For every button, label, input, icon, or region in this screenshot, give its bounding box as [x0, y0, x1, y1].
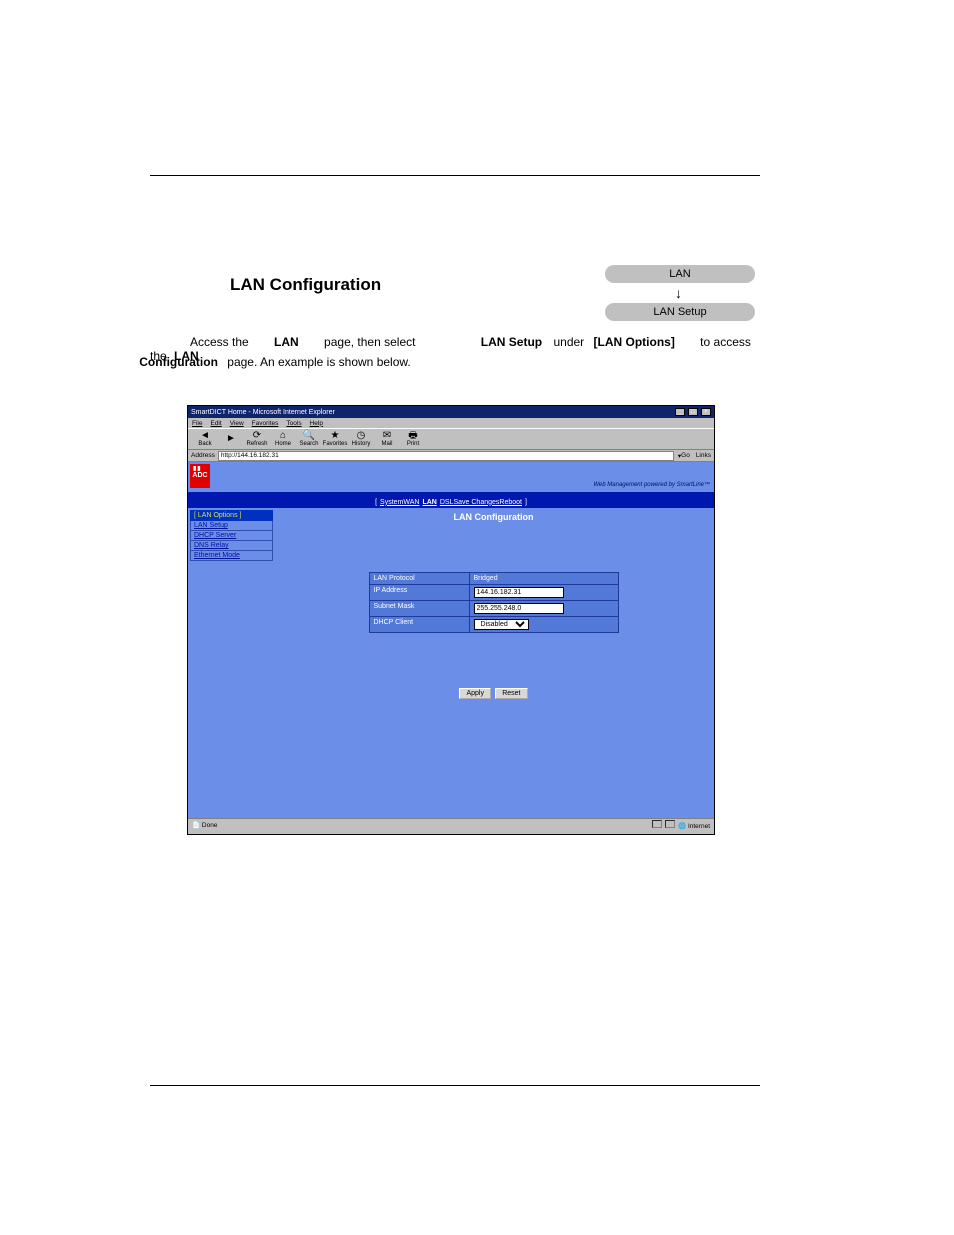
tool-refresh[interactable]: ⟳Refresh [244, 431, 270, 447]
tool-back[interactable]: ◄Back [192, 431, 218, 447]
address-label: Address [191, 452, 215, 459]
main-area: [ LAN Options ] LAN Setup DHCP Server DN… [188, 508, 714, 818]
bracket-left: [ [375, 499, 377, 506]
tool-history[interactable]: ◷History [348, 431, 374, 447]
status-left: 📄 Done [192, 821, 217, 829]
window-title: SmartDICT Home - Microsoft Internet Expl… [191, 409, 335, 416]
menu-favorites[interactable]: Favorites [252, 420, 279, 427]
document-page: LAN Configuration LAN ↓ LAN Setup Access… [0, 0, 954, 1235]
rule-bottom [150, 1085, 760, 1086]
tab-wan[interactable]: WAN [403, 499, 419, 506]
address-bar: Address ▾ Go Links [188, 450, 714, 462]
tab-lan[interactable]: LAN [422, 499, 436, 506]
nav-pill-lan-setup: LAN Setup [605, 303, 755, 321]
tool-mail[interactable]: ✉Mail [374, 431, 400, 447]
toolbar: ◄Back ► ⟳Refresh ⌂Home 🔍Search ★Favorite… [188, 428, 714, 450]
apply-button[interactable]: Apply [459, 688, 491, 699]
tool-favorites[interactable]: ★Favorites [322, 431, 348, 447]
desc-bold-lanoptions: [LAN Options] [594, 335, 675, 349]
embedded-screenshot: SmartDICT Home - Microsoft Internet Expl… [187, 405, 715, 835]
menu-edit[interactable]: Edit [210, 420, 221, 427]
tool-home[interactable]: ⌂Home [270, 431, 296, 447]
label-subnet-mask: Subnet Mask [370, 601, 470, 616]
form-row-subnet-mask: Subnet Mask [370, 601, 618, 617]
label-ip-address: IP Address [370, 585, 470, 600]
rule-top [150, 175, 760, 176]
maximize-icon[interactable]: □ [688, 408, 698, 416]
home-icon: ⌂ [270, 431, 296, 441]
minimize-icon[interactable]: _ [675, 408, 685, 416]
sidebar-item-dhcp-server[interactable]: DHCP Server [190, 531, 273, 541]
desc-tail: page. An example is shown below. [227, 355, 410, 369]
back-icon: ◄ [192, 431, 218, 441]
top-nav-tabs: [ System WAN LAN DSL Save Changes Reboot… [188, 496, 714, 508]
tab-system[interactable]: System [380, 499, 403, 506]
menu-view[interactable]: View [230, 420, 244, 427]
window-titlebar: SmartDICT Home - Microsoft Internet Expl… [188, 406, 714, 418]
desc-bold-lan: LAN [274, 335, 299, 349]
status-bar: 📄 Done 🌐 Internet [188, 818, 714, 830]
menu-file[interactable]: File [192, 420, 202, 427]
address-input[interactable] [218, 451, 674, 461]
close-icon[interactable]: × [701, 408, 711, 416]
sidebar-item-lan-setup[interactable]: LAN Setup [190, 521, 273, 531]
status-box-2 [665, 820, 675, 828]
value-lan-protocol: Bridged [470, 573, 618, 584]
input-subnet-mask[interactable] [474, 603, 564, 614]
heading-row: LAN Configuration LAN ↓ LAN Setup [150, 265, 760, 325]
tool-search[interactable]: 🔍Search [296, 431, 322, 447]
form-row-ip-address: IP Address [370, 585, 618, 601]
status-box-1 [652, 820, 662, 828]
tab-save-changes[interactable]: Save Changes [453, 499, 499, 506]
lan-config-form: LAN Protocol Bridged IP Address Subnet M… [369, 572, 619, 633]
nav-pill-lan: LAN [605, 265, 755, 283]
menu-help[interactable]: Help [310, 420, 323, 427]
status-zone: 🌐 Internet [678, 823, 710, 830]
tab-reboot[interactable]: Reboot [499, 499, 522, 506]
section-title: LAN Configuration [230, 275, 381, 295]
form-row-dhcp-client: DHCP Client Disabled [370, 617, 618, 632]
status-right: 🌐 Internet [652, 820, 710, 830]
sidebar: [ LAN Options ] LAN Setup DHCP Server DN… [188, 508, 273, 818]
content-center: LAN Configuration LAN Protocol Bridged I… [273, 508, 714, 818]
links-label[interactable]: Links [696, 452, 711, 459]
form-buttons: Apply Reset [273, 688, 714, 699]
sidebar-header: [ LAN Options ] [190, 510, 273, 521]
adc-logo: ADC [190, 464, 210, 488]
page-header-band: ADC Web Management powered by SmartLine™ [188, 462, 714, 496]
reset-button[interactable]: Reset [495, 688, 527, 699]
window-controls: _ □ × [674, 408, 711, 416]
arrow-down-icon: ↓ [675, 285, 685, 301]
tab-dsl[interactable]: DSL [440, 499, 454, 506]
label-lan-protocol: LAN Protocol [370, 573, 470, 584]
desc-mid1: page, then select [324, 335, 419, 349]
desc-prefix: Access the [190, 335, 252, 349]
sidebar-item-dns-relay[interactable]: DNS Relay [190, 541, 273, 551]
input-ip-address[interactable] [474, 587, 564, 598]
tool-forward[interactable]: ► [218, 434, 244, 444]
form-row-lan-protocol: LAN Protocol Bridged [370, 573, 618, 585]
globe-icon: 🌐 [678, 823, 686, 830]
favorites-icon: ★ [322, 431, 348, 441]
history-icon: ◷ [348, 431, 374, 441]
page-title: LAN Configuration [273, 512, 714, 522]
refresh-icon: ⟳ [244, 431, 270, 441]
search-icon: 🔍 [296, 431, 322, 441]
desc-bold-configuration: Configuration [139, 355, 218, 369]
bracket-right: ] [525, 499, 527, 506]
go-button[interactable]: Go [681, 452, 690, 459]
menu-bar: File Edit View Favorites Tools Help [188, 418, 714, 428]
label-dhcp-client: DHCP Client [370, 617, 470, 632]
tool-print[interactable]: 🖶Print [400, 431, 426, 447]
sidebar-item-ethernet-mode[interactable]: Ethernet Mode [190, 551, 273, 561]
desc-bold-lansetup: LAN Setup [481, 335, 542, 349]
mail-icon: ✉ [374, 431, 400, 441]
select-dhcp-client[interactable]: Disabled [474, 619, 529, 630]
desc-mid2: under [553, 335, 587, 349]
forward-icon: ► [218, 434, 244, 444]
powered-by-text: Web Management powered by SmartLine™ [593, 482, 710, 488]
print-icon: 🖶 [400, 431, 426, 441]
menu-tools[interactable]: Tools [286, 420, 301, 427]
